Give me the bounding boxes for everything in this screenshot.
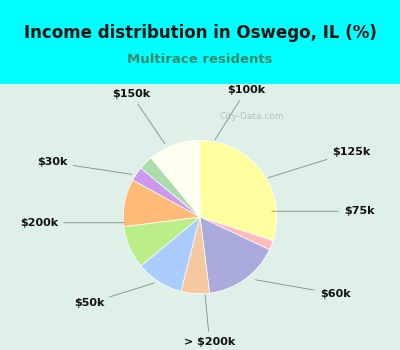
Wedge shape — [200, 217, 273, 250]
Text: City-Data.com: City-Data.com — [220, 112, 284, 121]
Wedge shape — [181, 217, 210, 294]
Text: $75k: $75k — [272, 206, 374, 216]
Text: Income distribution in Oswego, IL (%): Income distribution in Oswego, IL (%) — [24, 24, 376, 42]
Wedge shape — [141, 217, 200, 291]
Text: $30k: $30k — [37, 157, 132, 174]
Wedge shape — [124, 217, 200, 266]
Text: $200k: $200k — [20, 218, 124, 228]
Wedge shape — [200, 217, 270, 293]
Wedge shape — [141, 158, 200, 217]
Text: > $200k: > $200k — [184, 295, 235, 347]
Wedge shape — [123, 180, 200, 226]
Wedge shape — [151, 140, 200, 217]
Wedge shape — [200, 140, 277, 241]
Text: $125k: $125k — [268, 147, 371, 178]
Text: $60k: $60k — [256, 280, 350, 299]
Wedge shape — [133, 168, 200, 217]
Text: $100k: $100k — [215, 85, 265, 140]
Text: Multirace residents: Multirace residents — [127, 53, 273, 66]
Text: $50k: $50k — [74, 283, 154, 308]
Text: $150k: $150k — [112, 89, 165, 144]
